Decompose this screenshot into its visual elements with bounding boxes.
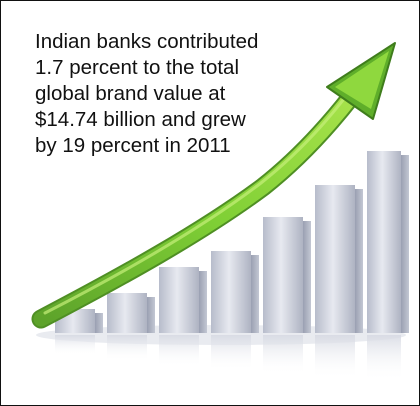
- bar-2: [107, 293, 155, 361]
- bar-4: [211, 251, 259, 371]
- bar-6: [315, 185, 363, 379]
- bars: [55, 151, 409, 381]
- growth-arrow: [31, 42, 396, 329]
- bar-7: [367, 151, 409, 381]
- bar-3: [159, 267, 207, 367]
- caption-line-2: 1.7 percent to the total: [35, 56, 239, 79]
- caption-line-3: global brand value at: [35, 82, 226, 105]
- caption-text: Indian banks contributed 1.7 percent to …: [35, 29, 335, 159]
- bar-1: [55, 309, 103, 355]
- bar-5: [263, 217, 311, 375]
- caption-line-1: Indian banks contributed: [35, 30, 259, 53]
- caption-line-5: by 19 percent in 2011: [35, 134, 231, 157]
- caption-line-4: $14.74 billion and grew: [35, 108, 246, 131]
